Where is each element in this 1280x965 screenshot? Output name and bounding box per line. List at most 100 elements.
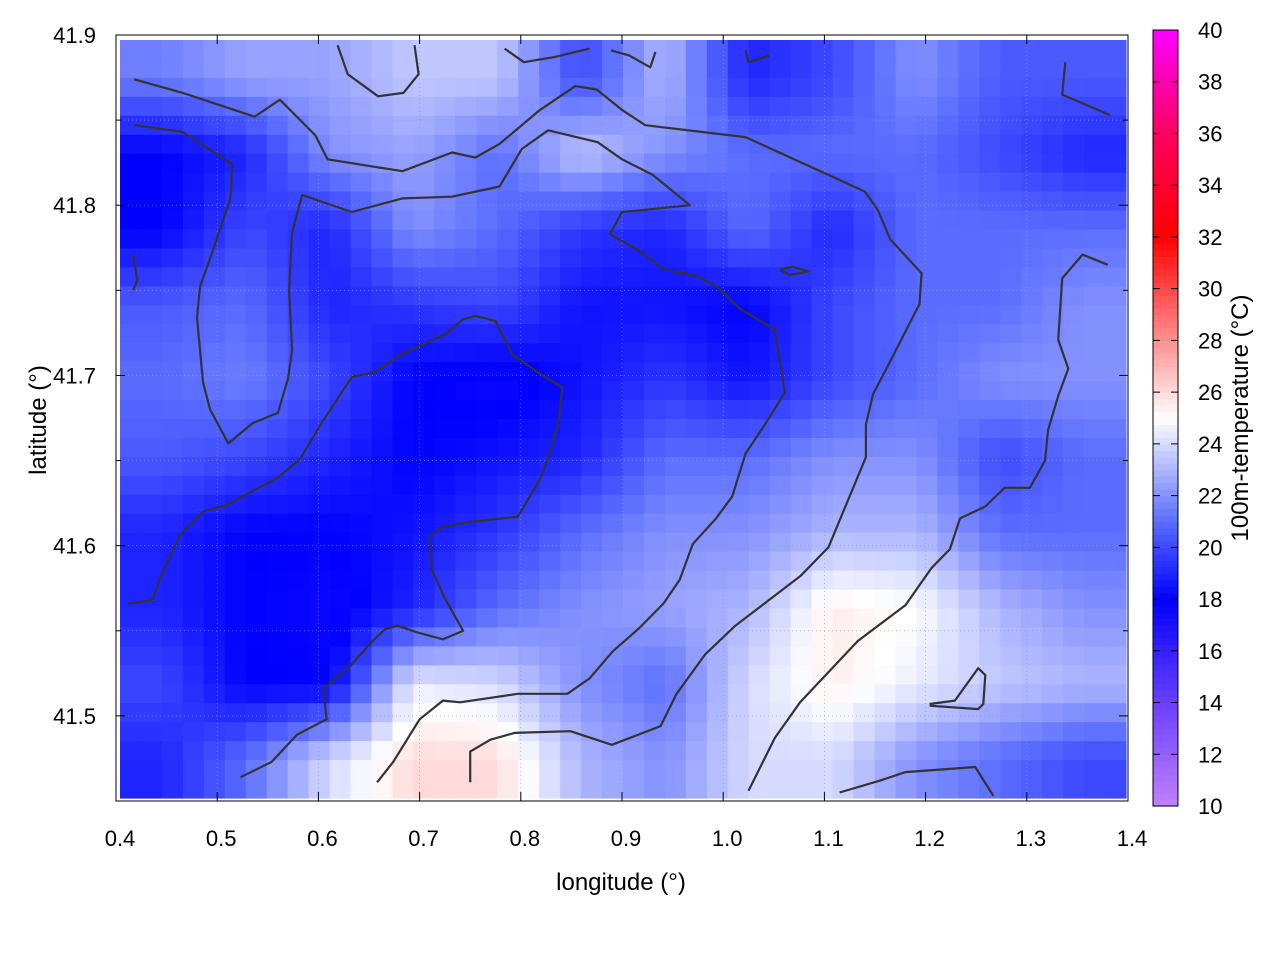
colorbar-segment	[1153, 249, 1178, 257]
heatmap-cell	[434, 760, 456, 780]
heatmap-cell	[832, 513, 855, 534]
heatmap-cell	[329, 570, 352, 591]
heatmap-cell	[602, 343, 624, 363]
heatmap-cell	[560, 532, 582, 553]
colorbar-segment	[1153, 359, 1178, 367]
heatmap-cell	[727, 343, 750, 363]
heatmap-cell	[476, 305, 498, 325]
heatmap-cell	[811, 722, 834, 742]
heatmap-cell	[916, 305, 938, 325]
heatmap-cell	[350, 703, 373, 723]
heatmap-cell	[539, 551, 561, 572]
colorbar-segment	[1153, 372, 1178, 380]
heatmap-cell	[350, 400, 373, 420]
heatmap-cell	[853, 115, 876, 136]
heatmap-cell	[539, 400, 561, 420]
heatmap-cell	[224, 153, 247, 174]
heatmap-cell	[245, 172, 268, 193]
heatmap-cell	[329, 589, 352, 610]
heatmap-cell	[602, 722, 624, 742]
heatmap-cell	[266, 760, 289, 780]
heatmap-cell	[769, 513, 792, 534]
heatmap-cell	[1105, 362, 1127, 382]
contour-line	[133, 78, 923, 783]
heatmap-cell	[958, 172, 980, 193]
heatmap-cell	[308, 722, 331, 742]
heatmap-cell	[1063, 608, 1085, 629]
heatmap-cell	[287, 684, 310, 704]
heatmap-cell	[811, 115, 834, 136]
heatmap-cell	[350, 513, 373, 534]
heatmap-cell	[120, 248, 142, 268]
heatmap-cell	[266, 324, 289, 344]
heatmap-cell	[706, 96, 729, 117]
heatmap-cell	[518, 551, 540, 572]
heatmap-cell	[308, 362, 331, 382]
contour-line	[744, 50, 771, 64]
heatmap-cell	[832, 400, 855, 420]
heatmap-cell	[581, 286, 603, 306]
heatmap-cell	[790, 210, 813, 231]
heatmap-cell	[832, 722, 855, 742]
heatmap-cell	[832, 684, 855, 704]
heatmap-cell	[120, 191, 142, 212]
heatmap-cell	[832, 343, 855, 363]
heatmap-cell	[874, 229, 897, 250]
heatmap-cell	[706, 343, 729, 363]
heatmap-cell	[287, 760, 310, 780]
heatmap-cell	[685, 229, 708, 250]
heatmap-cell	[497, 58, 519, 79]
heatmap-cell	[518, 96, 540, 117]
heatmap-cell	[811, 475, 834, 496]
contour-line	[336, 44, 420, 98]
heatmap-cell	[1063, 456, 1085, 477]
heatmap-cell	[203, 589, 226, 610]
heatmap-cell	[937, 722, 959, 742]
heatmap-cell	[539, 646, 561, 666]
heatmap-cell	[287, 722, 310, 742]
colorbar-segment	[1153, 152, 1178, 160]
heatmap-cell	[958, 115, 980, 136]
heatmap-cell	[161, 419, 184, 439]
heatmap-cell	[832, 551, 855, 572]
heatmap-cell	[434, 381, 456, 401]
heatmap-cell	[853, 437, 876, 458]
heatmap-cell	[706, 608, 729, 629]
heatmap-cell	[350, 741, 373, 761]
heatmap-cell	[727, 58, 750, 79]
heatmap-cell	[1042, 419, 1064, 439]
heatmap-cell	[664, 419, 687, 439]
heatmap-cell	[245, 286, 268, 306]
heatmap-cell	[706, 627, 729, 647]
contour-line	[747, 253, 1109, 792]
heatmap-cell	[937, 513, 959, 534]
heatmap-cell	[581, 229, 603, 250]
heatmap-cell	[727, 684, 750, 704]
heatmap-cell	[350, 77, 373, 98]
heatmap-cell	[664, 40, 687, 60]
heatmap-cell	[979, 286, 1001, 306]
colorbar-segment	[1153, 159, 1178, 167]
heatmap-cell	[140, 248, 163, 268]
heatmap-cell	[497, 343, 519, 363]
heatmap-cell	[1105, 684, 1127, 704]
heatmap-cell	[182, 570, 205, 591]
heatmap-cell	[727, 741, 750, 761]
heatmap-cell	[958, 153, 980, 174]
heatmap-cell	[581, 684, 603, 704]
heatmap-cell	[748, 532, 771, 553]
heatmap-cell	[581, 437, 603, 458]
heatmap-cell	[497, 741, 519, 761]
heatmap-cell	[455, 40, 477, 60]
heatmap-cell	[1021, 324, 1043, 344]
heatmap-cell	[329, 210, 352, 231]
heatmap-cell	[182, 229, 205, 250]
heatmap-cell	[120, 343, 142, 363]
heatmap-cell	[1021, 286, 1043, 306]
colorbar-segment	[1153, 780, 1178, 788]
colorbar-segment	[1153, 346, 1178, 354]
heatmap-cells	[120, 40, 1127, 799]
heatmap-cell	[392, 58, 415, 79]
heatmap-cell	[748, 191, 771, 212]
heatmap-cell	[287, 286, 310, 306]
